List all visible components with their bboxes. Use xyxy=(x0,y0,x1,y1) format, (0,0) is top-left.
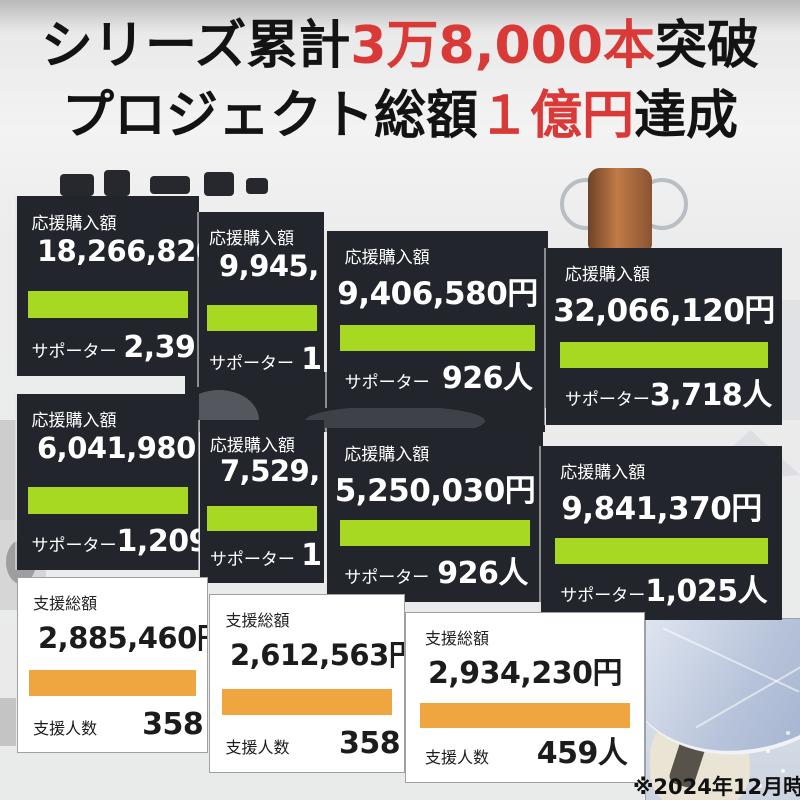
as-of-date-note: ※2024年12月時点 xyxy=(633,775,800,799)
headline-line1-post: 突破 xyxy=(655,16,760,76)
supporters-label: サポーター xyxy=(209,550,295,571)
amount-value: 32,066,120円 xyxy=(553,293,775,330)
supporters-label: サポーター xyxy=(31,342,117,363)
support-total-card-3: 支援総額 2,934,230円 支援人数 459人 xyxy=(405,612,645,783)
headline-line2-highlight: １億円 xyxy=(477,86,634,146)
amount-value: 2,612,563円 xyxy=(230,638,405,673)
support-purchase-card-2: 応援購入額 9,945, サポーター 1 xyxy=(199,212,324,387)
supporters-value: 1,209 xyxy=(116,524,199,560)
supporters-value: 926人 xyxy=(437,555,528,591)
support-total-card-1: 支援総額 2,885,460円 支援人数 358 xyxy=(17,577,208,753)
card-label: 応援購入額 xyxy=(344,445,430,466)
card-label: 応援購入額 xyxy=(209,229,294,250)
background-text-fragment xyxy=(104,170,130,196)
umbrella-photo xyxy=(645,618,800,800)
progress-bar xyxy=(27,291,189,319)
headline-line2-pre: プロジェクト総額 xyxy=(61,86,478,146)
header-banner: シリーズ累計3万8,000本突破 プロジェクト総額１億円達成 xyxy=(0,0,800,168)
card-label: 支援総額 xyxy=(225,611,290,631)
supporters-value: 1 xyxy=(301,538,322,574)
amount-value: 18,266,820 xyxy=(37,233,199,268)
support-purchase-card-6: 応援購入額 7,529, サポーター 1 xyxy=(200,420,324,583)
support-purchase-card-1: 応援購入額 18,266,820 サポーター 2,39 xyxy=(17,196,199,376)
card-label: 支援総額 xyxy=(425,628,490,648)
supporters-label: サポーター xyxy=(31,536,117,557)
amount-value: 2,885,460円 xyxy=(38,620,208,655)
card-label: 応援購入額 xyxy=(209,436,295,457)
progress-bar xyxy=(560,341,768,369)
progress-bar xyxy=(207,506,317,531)
supporters-value: 1,025人 xyxy=(645,573,768,609)
amount-value: 9,945, xyxy=(219,248,319,283)
support-purchase-card-5: 応援購入額 6,041,980 サポーター 1,209 xyxy=(17,394,199,570)
backers-value: 358 xyxy=(142,706,204,742)
card-label: 応援購入額 xyxy=(344,248,430,269)
progress-bar xyxy=(27,487,189,514)
card-label: 支援総額 xyxy=(33,594,98,614)
card-label: 応援購入額 xyxy=(564,265,650,286)
supporters-label: サポーター xyxy=(564,390,650,411)
amount-value: 5,250,030円 xyxy=(334,472,536,509)
rain-drop xyxy=(766,749,770,753)
amount-value: 9,406,580円 xyxy=(337,276,538,313)
progress-bar xyxy=(29,670,196,697)
bottle-photo xyxy=(588,168,652,252)
amount-value: 2,934,230円 xyxy=(428,656,622,692)
amount-value: 9,841,370円 xyxy=(561,490,762,527)
rain-drop xyxy=(786,731,790,735)
support-purchase-card-8: 応援購入額 9,841,370円 サポーター 1,025人 xyxy=(541,446,782,620)
amount-value: 6,041,980 xyxy=(37,430,196,465)
amount-value: 7,529, xyxy=(220,454,320,489)
background-photo-fragment xyxy=(0,698,16,746)
progress-bar xyxy=(221,688,393,716)
support-total-card-2: 支援総額 2,612,563円 支援人数 358 xyxy=(209,594,405,773)
support-purchase-card-3: 応援購入額 9,406,580円 サポーター 926人 xyxy=(327,231,548,408)
progress-bar xyxy=(420,702,630,728)
backers-label: 支援人数 xyxy=(425,747,490,767)
support-purchase-card-7: 応援購入額 5,250,030円 サポーター 926人 xyxy=(327,428,543,602)
support-purchase-card-4: 応援購入額 32,066,120円 サポーター 3,718人 xyxy=(546,248,782,425)
card-label: 応援購入額 xyxy=(560,463,646,484)
card-label: 応援購入額 xyxy=(31,213,117,234)
background-text-fragment xyxy=(246,178,268,194)
headline-line1: シリーズ累計3万8,000本突破 xyxy=(0,16,800,76)
supporters-value: 2,39 xyxy=(123,330,196,366)
rain-drop xyxy=(758,784,762,788)
background-text-fragment xyxy=(150,176,190,194)
photo-highlight xyxy=(305,406,485,432)
backers-label: 支援人数 xyxy=(225,738,290,758)
supporters-label: サポーター xyxy=(344,567,430,588)
card-label: 応援購入額 xyxy=(31,411,117,432)
background-text-fragment xyxy=(204,172,234,196)
supporters-label: サポーター xyxy=(344,373,430,394)
background-photo-fragment xyxy=(0,420,16,550)
backers-value: 358 xyxy=(339,726,401,762)
supporters-label: サポーター xyxy=(209,353,294,374)
backers-label: 支援人数 xyxy=(33,718,98,738)
progress-bar xyxy=(340,324,535,352)
supporters-label: サポーター xyxy=(560,585,646,606)
supporters-value: 926人 xyxy=(441,361,533,397)
headline-line2-post: 達成 xyxy=(634,86,739,146)
supporters-value: 3,718人 xyxy=(649,378,772,414)
rain-drop xyxy=(781,769,785,773)
headline-line1-pre: シリーズ累計 xyxy=(40,16,351,76)
headline-line1-highlight: 3万8,000本 xyxy=(350,16,656,76)
headline-line2: プロジェクト総額１億円達成 xyxy=(0,86,800,146)
supporters-value: 1 xyxy=(301,341,322,377)
background-text-fragment xyxy=(60,174,94,196)
progress-bar xyxy=(339,520,531,547)
progress-bar xyxy=(206,304,317,331)
backers-value: 459人 xyxy=(536,735,628,771)
progress-bar xyxy=(555,538,768,565)
